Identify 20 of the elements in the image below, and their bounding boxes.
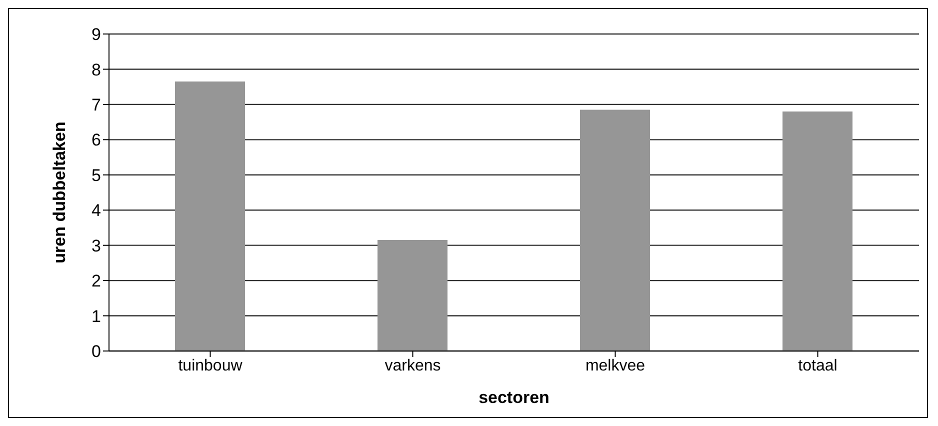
y-tick-label: 5 <box>92 166 101 185</box>
x-tick-label: melkvee <box>585 357 646 374</box>
y-tick-label: 2 <box>92 272 101 291</box>
bar <box>175 82 245 351</box>
y-tick-label: 0 <box>92 342 101 362</box>
y-tick-label: 6 <box>92 130 101 150</box>
y-tick-label: 9 <box>92 25 101 44</box>
y-tick-label: 8 <box>92 60 101 80</box>
y-tick-label: 1 <box>92 306 101 326</box>
y-tick-label: 7 <box>92 95 101 114</box>
bar <box>580 110 650 351</box>
y-tick-label: 4 <box>92 201 101 220</box>
y-axis-title: uren dubbeltaken <box>50 122 70 264</box>
x-tick-label: varkens <box>384 357 441 374</box>
bar <box>378 240 448 351</box>
y-tick-label: 3 <box>92 236 101 256</box>
bar <box>782 111 852 351</box>
x-axis-title: sectoren <box>478 388 550 407</box>
x-tick-label: totaal <box>798 357 838 374</box>
x-tick-label: tuinbouw <box>178 357 243 374</box>
